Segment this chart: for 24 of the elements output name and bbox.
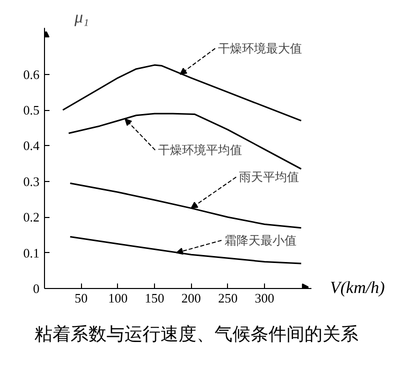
x-tick-label: 200	[181, 290, 201, 306]
annotation: 霜降天最小值	[224, 233, 296, 248]
annotation: 干燥环境最大值	[218, 41, 302, 56]
line-series	[62, 64, 302, 122]
x-tick-label: 250	[218, 290, 238, 306]
x-axis-title: V(km/h)	[330, 277, 385, 299]
x-tick-label: 150	[144, 290, 164, 306]
line-series	[68, 112, 302, 170]
x-tick-label: 50	[74, 290, 88, 306]
y-axis-title: μ₁	[74, 8, 89, 26]
y-tick-label: 0.1	[23, 245, 40, 260]
y-tick-label: 0	[33, 281, 40, 296]
line-series	[69, 236, 302, 264]
text: 粘着系数与运行速度、气候条件间的关系	[34, 323, 358, 347]
y-tick-label: 0.4	[23, 138, 40, 154]
y-tick-label: 0.5	[23, 102, 40, 118]
y-tick-label: 0.3	[23, 174, 40, 189]
x-tick-label: 300	[254, 290, 274, 306]
annotation: 雨天平均值	[239, 170, 300, 184]
annotation: 干燥环境平均值	[158, 143, 242, 158]
x-tick-label: 100	[108, 290, 128, 306]
y-tick-label: 0.2	[23, 210, 40, 225]
y-tick-label: 0.6	[23, 66, 40, 82]
line-series	[69, 182, 302, 229]
